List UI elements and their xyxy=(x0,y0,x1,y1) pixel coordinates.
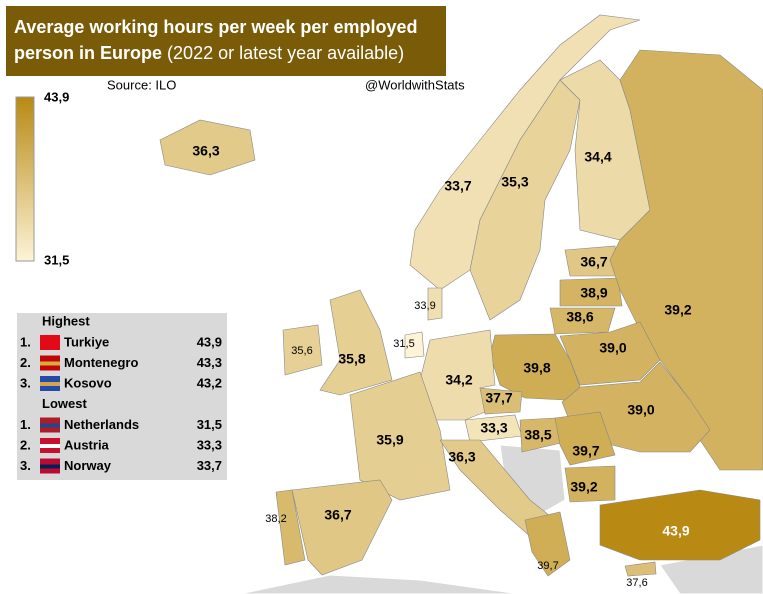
region-label: 39,2 xyxy=(570,479,597,495)
region-label: 36,3 xyxy=(448,449,475,465)
country-value: 31,5 xyxy=(197,417,222,432)
ranking-heading: Lowest xyxy=(42,396,87,411)
regions: 36,3 33,7 35,3 34,4 36,7 38,9 38,6 39,2 39,0 39,0… xyxy=(159,14,763,589)
region xyxy=(559,277,623,307)
country-value: 33,3 xyxy=(197,437,222,452)
region-label: 31,5 xyxy=(393,338,414,350)
flag-stripe xyxy=(40,444,60,448)
region-label: 36,3 xyxy=(192,143,219,159)
title-box xyxy=(6,6,446,76)
rank: 2. xyxy=(20,437,31,452)
color-scale xyxy=(15,96,35,262)
flag-stripe xyxy=(40,361,60,366)
region xyxy=(469,79,581,321)
title-bold: person in Europe xyxy=(14,43,162,63)
country-name: Kosovo xyxy=(64,375,112,390)
region-label: 34,4 xyxy=(584,149,611,165)
region-label: 38,9 xyxy=(580,285,607,301)
country-name: Montenegro xyxy=(64,355,138,370)
land xyxy=(239,574,521,594)
background-land xyxy=(239,444,763,594)
scale-min: 31,5 xyxy=(44,252,69,267)
region xyxy=(554,411,616,466)
country-value: 43,9 xyxy=(197,334,222,349)
region-label: 37,7 xyxy=(485,390,512,406)
country-name: Norway xyxy=(64,458,112,473)
title-line1: Average working hours per week per emplo… xyxy=(14,17,417,37)
credit: @WorldwithStats xyxy=(365,77,465,92)
country-name: Netherlands xyxy=(64,417,139,432)
region-label: 33,7 xyxy=(444,178,471,194)
region xyxy=(319,289,393,396)
region xyxy=(609,49,763,471)
region xyxy=(564,465,616,503)
region-label: 36,7 xyxy=(324,507,351,523)
rank: 1. xyxy=(20,334,31,349)
region xyxy=(159,119,256,176)
scale-max: 43,9 xyxy=(44,89,69,104)
region-label: 34,2 xyxy=(445,372,472,388)
region xyxy=(427,287,443,321)
rank: 2. xyxy=(20,355,31,370)
region xyxy=(404,331,425,359)
country-value: 43,3 xyxy=(197,355,222,370)
region-label: 39,2 xyxy=(664,302,691,318)
region-label: 43,9 xyxy=(662,523,689,539)
region-label: 39,7 xyxy=(537,560,558,572)
ranking: Highest 1. Turkiye 43,9 2. Montenegro 43,3 3. Ko… xyxy=(20,313,222,474)
region xyxy=(599,489,761,561)
region-label: 39,8 xyxy=(523,360,550,376)
country-name: Turkiye xyxy=(64,334,109,349)
rank: 1. xyxy=(20,417,31,432)
flag-stripe xyxy=(40,341,60,345)
rank: 3. xyxy=(20,375,31,390)
flag-stripe xyxy=(40,382,60,386)
region-label: 35,8 xyxy=(338,351,365,367)
region-label: 38,6 xyxy=(566,309,593,325)
country-name: Austria xyxy=(64,437,110,452)
region xyxy=(282,324,323,376)
region-label: 39,0 xyxy=(627,402,654,418)
region-label: 35,9 xyxy=(376,432,403,448)
title-line2: person in Europe (2022 or latest year av… xyxy=(14,43,404,63)
region-label: 37,6 xyxy=(626,577,647,589)
region xyxy=(349,371,451,501)
region xyxy=(291,479,393,576)
country-value: 33,7 xyxy=(197,458,222,473)
region-label: 35,3 xyxy=(501,174,528,190)
title-rest: (2022 or latest year available) xyxy=(167,43,404,63)
ranking-heading: Highest xyxy=(42,313,90,328)
source: Source: ILO xyxy=(107,77,176,92)
region-label: 36,7 xyxy=(580,254,607,270)
region-label: 33,9 xyxy=(414,300,435,312)
flag-stripe xyxy=(40,464,60,469)
region xyxy=(275,489,306,566)
region xyxy=(524,511,571,577)
region-label: 39,7 xyxy=(572,443,599,459)
region xyxy=(479,387,523,415)
country-value: 43,2 xyxy=(197,375,222,390)
rank: 3. xyxy=(20,458,31,473)
region-label: 38,2 xyxy=(265,513,286,525)
region-label: 35,6 xyxy=(291,345,312,357)
region-label: 38,5 xyxy=(524,427,551,443)
flag-stripe xyxy=(40,423,60,428)
region-label: 39,0 xyxy=(599,340,626,356)
region-label: 33,3 xyxy=(480,420,507,436)
region xyxy=(624,561,657,577)
